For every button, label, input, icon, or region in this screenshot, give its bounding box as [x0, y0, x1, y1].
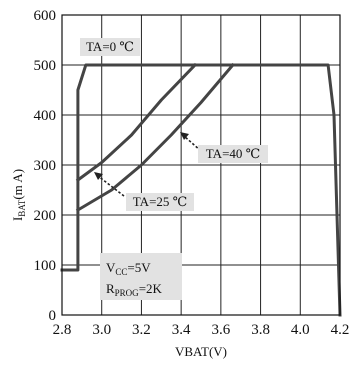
y-tick-label: 200	[34, 208, 57, 224]
x-tick-label: 3.0	[92, 322, 111, 338]
y-axis-title-text: IBAT(m A)	[10, 169, 27, 221]
conditions-box: VCC=5V RPROG=2K	[100, 253, 182, 300]
y-tick-label: 600	[34, 8, 57, 24]
y-tick-label: 0	[49, 308, 57, 324]
annotation-ta40-arrowhead	[180, 132, 189, 140]
x-tick-labels: 2.8 3.0 3.2 3.4 3.6 3.8 4.0 4.2	[53, 322, 350, 338]
annotation-ta25: TA=25 ℃	[94, 172, 194, 211]
x-tick-label: 4.2	[331, 322, 350, 338]
curves	[60, 62, 342, 317]
vcc-condition: VCC=5V	[106, 260, 151, 277]
y-axis-title: IBAT(m A)	[10, 169, 27, 221]
annotation-ta25-arrowhead	[94, 172, 103, 180]
annotation-ta40-label: TA=40 ℃	[206, 146, 260, 161]
annotation-ta0: TA=0 ℃	[80, 38, 140, 56]
rprog-condition: RPROG=2K	[106, 281, 163, 298]
plot-frame	[61, 14, 341, 316]
series-line-2	[75, 62, 235, 213]
x-tick-label: 3.2	[132, 322, 151, 338]
x-tick-label: 3.4	[172, 322, 191, 338]
annotation-ta40-box	[198, 145, 268, 163]
y-tick-label: 500	[34, 58, 57, 74]
series-line-1	[75, 62, 198, 183]
annotation-ta40-arrow	[183, 135, 202, 152]
x-tick-label: 3.8	[251, 322, 270, 338]
annotation-ta25-arrow	[97, 175, 125, 197]
y-tick-label: 300	[34, 158, 57, 174]
annotation-ta0-box	[80, 38, 140, 56]
x-tick-label: 3.6	[211, 322, 230, 338]
annotation-ta25-label: TA=25 ℃	[133, 194, 187, 209]
annotation-ta25-box	[126, 193, 194, 211]
y-tick-label: 100	[34, 258, 57, 274]
x-tick-label: 4.0	[291, 322, 310, 338]
annotation-ta0-label: TA=0 ℃	[86, 39, 134, 54]
x-axis-title: VBAT(V)	[175, 344, 227, 359]
annotation-ta40: TA=40 ℃	[180, 132, 268, 163]
y-tick-label: 400	[34, 108, 57, 124]
y-tick-labels: 0 100 200 300 400 500 600	[34, 8, 57, 324]
series-line-0	[60, 63, 342, 317]
conditions-box-bg	[100, 253, 182, 300]
x-tick-label: 2.8	[53, 322, 72, 338]
